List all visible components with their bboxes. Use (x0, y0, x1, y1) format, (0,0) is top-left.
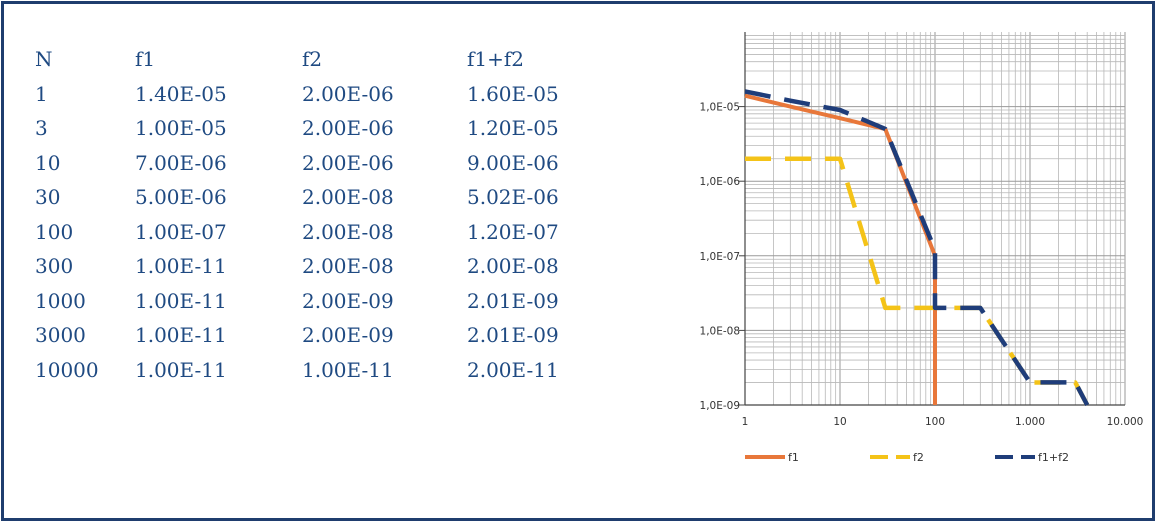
table-cell: 2.00E-06 (302, 81, 394, 106)
table-row: 10 7.00E-06 2.00E-06 9.00E-06 (35, 146, 587, 181)
table-cell: 2.00E-06 (302, 150, 394, 175)
table-row: 100 1.00E-07 2.00E-08 1.20E-07 (35, 215, 587, 250)
table-cell: 2.01E-09 (467, 323, 559, 348)
x-tick-label: 10 (833, 416, 846, 428)
table-cell: 2.00E-09 (302, 323, 394, 348)
table-cell: 2.01E-09 (467, 288, 559, 313)
table-cell: 30 (35, 185, 61, 210)
line-chart: 1,0E-05 1,0E-06 1,0E-07 1,0E-08 1,0E-091 10 10… (700, 32, 1144, 464)
table-cell: 2.00E-08 (302, 254, 394, 279)
table-row: 1 1.40E-05 2.00E-06 1.60E-05 (35, 77, 587, 112)
table-cell: 3 (35, 116, 48, 141)
table-cell: 1000 (35, 288, 86, 313)
x-tick-label: 10.000 (1107, 416, 1144, 428)
table-cell: 2.00E-09 (302, 288, 394, 313)
legend-label: f2 (913, 451, 924, 464)
y-tick-label: 1,0E-07 (700, 251, 740, 263)
legend-label: f1+f2 (1038, 451, 1069, 464)
series-line-f1-f2 (744, 89, 1090, 407)
table-cell: 1 (35, 81, 48, 106)
table-cell: 10 (35, 150, 61, 175)
legend-label: f1 (788, 451, 799, 464)
table-cell: 9.00E-06 (467, 150, 559, 175)
table-cell: 2.00E-06 (302, 116, 394, 141)
table-cell: 1.00E-07 (135, 219, 227, 244)
table-cell: 1.40E-05 (135, 81, 227, 106)
table-row: 3 1.00E-05 2.00E-06 1.20E-05 (35, 111, 587, 146)
table-cell: 1.20E-05 (467, 116, 559, 141)
column-header-f1: f1 (135, 47, 156, 72)
table-row: 10000 1.00E-11 1.00E-11 2.00E-11 (35, 353, 587, 388)
values-table: N f1 f2 f1+f2 1 1.40E-05 2.00E-06 1.60E-05 3… (35, 42, 587, 387)
x-tick-label: 1 (742, 416, 749, 428)
table-cell: 1.20E-07 (467, 219, 559, 244)
table-cell: 10000 (35, 357, 99, 382)
column-header-n: N (35, 47, 53, 72)
series-line-f1 (744, 93, 937, 405)
table-cell: 1.00E-11 (135, 288, 227, 313)
table-cell: 300 (35, 254, 74, 279)
table-cell: 5.02E-06 (467, 185, 559, 210)
y-tick-label: 1,0E-06 (700, 176, 741, 188)
table-cell: 2.00E-11 (467, 357, 559, 382)
table-cell: 1.00E-11 (135, 254, 227, 279)
table-row: 300 1.00E-11 2.00E-08 2.00E-08 (35, 249, 587, 284)
y-tick-label: 1,0E-08 (700, 325, 740, 337)
column-header-f1-f2: f1+f2 (467, 47, 525, 72)
table-cell: 100 (35, 219, 74, 244)
table-body: 1 1.40E-05 2.00E-06 1.60E-05 3 1.00E-05 2.00E-… (35, 77, 587, 388)
table-row: 1000 1.00E-11 2.00E-09 2.01E-09 (35, 284, 587, 319)
table-cell: 5.00E-06 (135, 185, 227, 210)
table-cell: 2.00E-08 (302, 185, 394, 210)
table-cell: 1.00E-11 (302, 357, 394, 382)
table-cell: 2.00E-08 (302, 219, 394, 244)
table-cell: 7.00E-06 (135, 150, 227, 175)
series-line-f2 (745, 156, 1090, 407)
table-header-row: N f1 f2 f1+f2 (35, 42, 587, 77)
table-cell: 1.00E-11 (135, 323, 227, 348)
x-tick-label: 100 (925, 416, 945, 428)
x-tick-label: 1.000 (1015, 416, 1045, 428)
table-row: 30 5.00E-06 2.00E-08 5.02E-06 (35, 180, 587, 215)
table-cell: 3000 (35, 323, 86, 348)
table-cell: 1.60E-05 (467, 81, 559, 106)
y-tick-label: 1,0E-09 (700, 400, 740, 412)
table-cell: 1.00E-05 (135, 116, 227, 141)
table-cell: 1.00E-11 (135, 357, 227, 382)
table-cell: 2.00E-08 (467, 254, 559, 279)
y-tick-label: 1,0E-05 (700, 102, 740, 114)
column-header-f2: f2 (302, 47, 323, 72)
table-row: 3000 1.00E-11 2.00E-09 2.01E-09 (35, 318, 587, 353)
